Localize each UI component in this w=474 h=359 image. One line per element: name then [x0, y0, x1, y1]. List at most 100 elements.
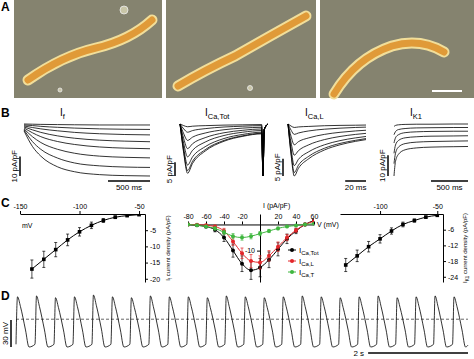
tick-label: -12 [448, 242, 458, 249]
tick: -60 [201, 213, 211, 224]
photo [166, 0, 316, 98]
panel-label: C [1, 196, 10, 210]
marker [240, 262, 244, 266]
error-bar [66, 234, 69, 246]
marker [231, 239, 235, 243]
marker [195, 223, 199, 227]
tick: -40 [219, 213, 229, 224]
scale-bar-label: 10 pA/pF [378, 149, 387, 182]
marker [367, 245, 371, 249]
title: IK1 [410, 107, 422, 121]
error-bar [223, 228, 226, 233]
tick-mark [314, 221, 315, 224]
traces [24, 124, 150, 176]
tick-mark [20, 211, 21, 214]
trace [24, 131, 150, 176]
text-part: Ca,Tot [208, 112, 231, 121]
tick: -24 [443, 274, 458, 281]
error-bar [356, 250, 359, 262]
text-part: current density (pA/pF) [462, 213, 468, 276]
y-axis-title: I (pA/pF) [263, 202, 290, 210]
trace [180, 124, 268, 176]
error-bar [259, 256, 262, 269]
error-bar [268, 229, 271, 232]
cell [178, 16, 306, 86]
error-bar [78, 228, 81, 236]
marker [102, 219, 106, 223]
plot-marks [30, 214, 141, 278]
error-bar [54, 242, 57, 256]
marker [303, 222, 307, 226]
marker [125, 214, 129, 217]
marker [42, 258, 46, 262]
tick-label: -20 [150, 276, 160, 283]
panel-label: B [1, 106, 10, 120]
tick: -10 [245, 247, 260, 254]
tick-mark [443, 277, 446, 278]
tick: -150 [13, 203, 27, 214]
tick-mark [145, 246, 148, 247]
micrographs [14, 0, 474, 98]
tick-label: -80 [183, 213, 193, 220]
trace [24, 127, 150, 142]
tick: -5 [145, 227, 156, 234]
scale-bar [108, 180, 150, 182]
marker [66, 238, 70, 242]
figure: AIf10 pA/pF500 msBICa,Tot5 pA/pFICa,L5 p… [0, 0, 474, 359]
marker [413, 219, 417, 223]
tick-mark [278, 221, 279, 224]
tick-label: -100 [374, 203, 388, 210]
error-bar [295, 228, 298, 233]
marker [240, 251, 244, 255]
marker [249, 268, 253, 272]
tick-label: -10 [150, 243, 160, 250]
traces [180, 124, 268, 176]
marker [294, 228, 298, 232]
marker [312, 222, 314, 226]
trace [288, 124, 366, 166]
error-bar [286, 234, 289, 243]
legend-marker [290, 259, 294, 263]
text-part: current density (pA/pF) [165, 215, 171, 278]
axis-line [145, 215, 146, 283]
tick: -10 [145, 243, 160, 250]
tick-label: -150 [13, 203, 27, 210]
scale-bar [345, 180, 366, 182]
error-bar [277, 227, 280, 230]
tick-mark [257, 251, 260, 252]
scale-bar-label: 5 pA/pF [165, 155, 174, 183]
text-part: Ca,L [308, 112, 324, 121]
marker [90, 224, 94, 228]
marker [435, 214, 439, 217]
marker [249, 259, 253, 263]
tick: -12 [443, 242, 458, 249]
tick-mark [224, 221, 225, 224]
y-axis: -10 [245, 215, 261, 283]
tick: -100 [73, 203, 87, 214]
trace [180, 124, 268, 176]
cell-halo [28, 20, 152, 80]
x-axis: -150-100-50 [13, 203, 145, 215]
error-bar [379, 235, 382, 243]
error-bar [30, 260, 33, 278]
x-axis: -100-50 [341, 203, 444, 215]
marker [78, 230, 82, 234]
tick-label: -100 [73, 203, 87, 210]
marker [276, 226, 280, 230]
tick-label: -40 [219, 213, 229, 220]
plot-marks [16, 295, 468, 347]
legend-label: ICa,L [299, 257, 315, 267]
error-bar [126, 215, 129, 217]
panel-label: A [1, 0, 10, 14]
trace [180, 124, 268, 176]
debris [58, 88, 62, 92]
marker [294, 224, 298, 228]
marker [188, 222, 190, 226]
trace [24, 129, 150, 158]
error-bar [286, 234, 289, 240]
legend-entry: ICa,L [288, 257, 315, 267]
trace [180, 124, 268, 176]
error-bar [223, 234, 226, 242]
marker [213, 226, 217, 230]
marker [231, 234, 235, 238]
